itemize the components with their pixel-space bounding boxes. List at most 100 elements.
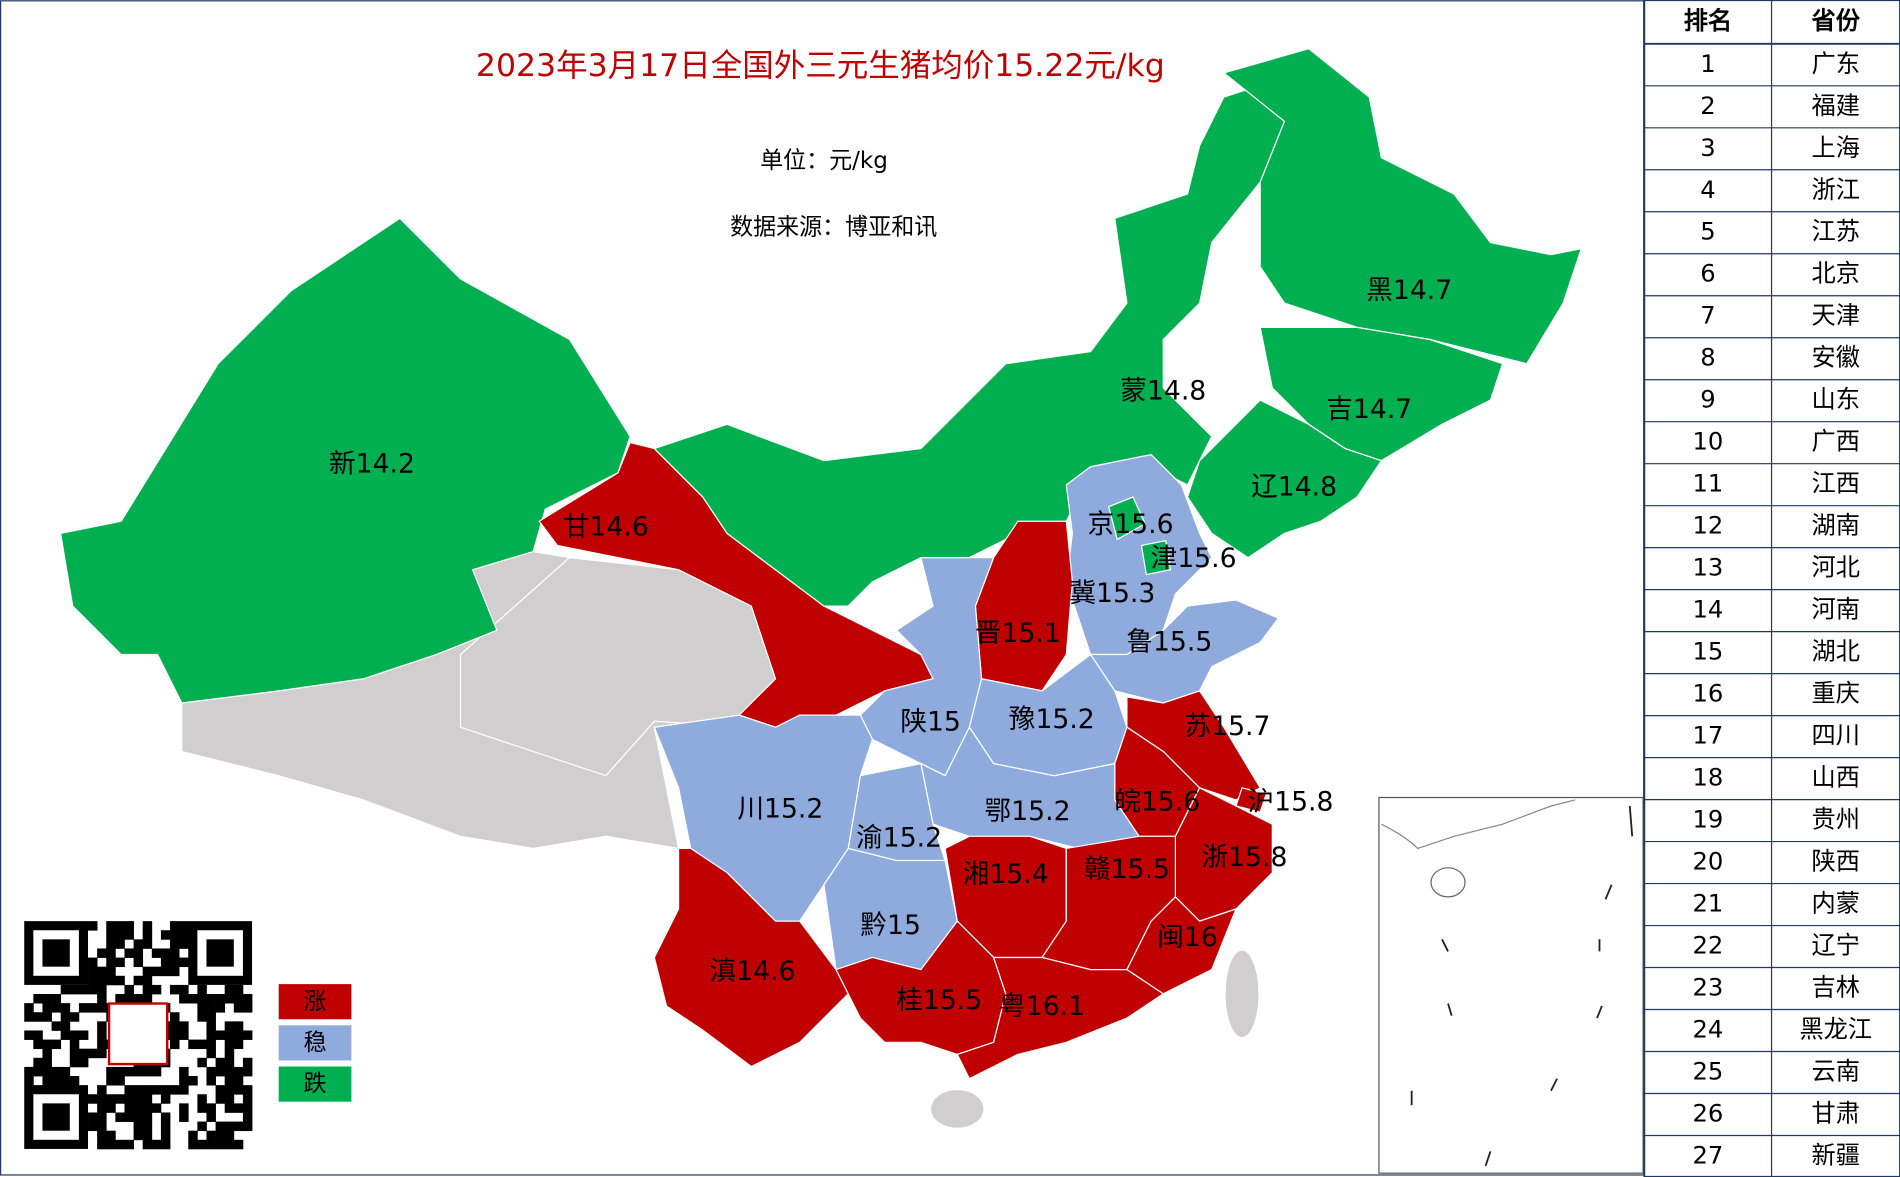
table-cell: 4: [1700, 176, 1715, 204]
table-cell: 3: [1700, 134, 1715, 162]
qr-cell: [78, 1048, 89, 1059]
table-cell: 河南: [1812, 596, 1860, 624]
qr-cell: [115, 1076, 125, 1086]
table-cell: 江苏: [1812, 218, 1860, 246]
table-cell: 广东: [1812, 50, 1860, 78]
qr-cell: [170, 1012, 180, 1022]
table-cell: 浙江: [1812, 176, 1860, 204]
province-label: 津15.6: [1151, 542, 1237, 573]
province-name: 豫: [1009, 703, 1036, 734]
province-label: 甘14.6: [563, 511, 649, 542]
qr-cell: [233, 1085, 244, 1095]
qr-cell: [106, 930, 116, 940]
qr-cell: [142, 1103, 153, 1113]
inset-boundary: [1410, 805, 1634, 1167]
qr-cell: [124, 930, 134, 940]
province-name: 浙: [1201, 842, 1228, 873]
qr-cell: [151, 1103, 162, 1113]
qr-cell: [124, 921, 134, 931]
qr-cell: [106, 957, 116, 968]
province-value: 15: [927, 706, 961, 737]
qr-cell: [179, 1076, 189, 1086]
qr-cell: [233, 1030, 244, 1040]
qr-cell: [97, 1130, 107, 1141]
table-cell: 11: [1693, 470, 1724, 498]
qr-cell: [97, 1139, 107, 1150]
qr-cell: [124, 1103, 134, 1113]
province-value: 15.4: [989, 859, 1048, 890]
qr-cell: [124, 948, 134, 958]
qr-cell: [97, 984, 107, 995]
qr-cell: [24, 1012, 34, 1022]
qr-cell: [106, 1076, 116, 1086]
province-name: 新: [329, 448, 356, 479]
table-header: 省份: [1811, 7, 1861, 35]
qr-logo: [107, 1002, 169, 1066]
qr-cell: [88, 966, 98, 977]
qr-cell: [133, 1094, 144, 1104]
qr-cell: [233, 1039, 244, 1050]
province-label: 晋15.1: [975, 617, 1061, 648]
qr-cell: [151, 1085, 162, 1095]
qr-cell: [33, 1039, 43, 1050]
qr-cell: [106, 948, 116, 958]
qr-cell: [60, 1021, 71, 1031]
qr-cell: [233, 1003, 244, 1013]
qr-cell: [60, 1012, 71, 1022]
qr-cell: [170, 984, 180, 995]
province-name: 苏: [1184, 711, 1211, 742]
province-label: 吉14.7: [1326, 393, 1412, 424]
qr-cell: [115, 994, 125, 1004]
table-cell: 新疆: [1812, 1141, 1860, 1169]
province-label: 闽16: [1157, 922, 1218, 953]
table-cell: 上海: [1812, 134, 1860, 162]
qr-cell: [224, 1021, 235, 1031]
province-name: 粤: [999, 991, 1026, 1022]
province: [1235, 787, 1268, 813]
qr-cell: [179, 921, 189, 931]
qr-cell: [115, 957, 125, 968]
table-cell: 四川: [1812, 722, 1860, 750]
province-value: 15.5: [1111, 854, 1170, 885]
qr-cell: [115, 921, 125, 931]
qr-cell: [206, 1003, 216, 1013]
province-value: 16.1: [1026, 991, 1085, 1022]
qr-cell: [97, 1085, 107, 1095]
qr-cell: [224, 1057, 235, 1068]
province-name: 闽: [1157, 922, 1184, 953]
qr-cell: [179, 1085, 189, 1095]
qr-cell: [160, 930, 171, 940]
no-data-regions: [181, 550, 1260, 1129]
province-value: 15.6: [1177, 542, 1236, 573]
province-name: 黔: [860, 909, 887, 940]
qr-cell: [69, 1057, 80, 1068]
qr-cell: [233, 1021, 244, 1031]
inset-island: [1430, 867, 1466, 898]
table-cell: 福建: [1812, 92, 1860, 120]
qr-cell: [242, 1085, 253, 1095]
qr-cell: [206, 1139, 216, 1150]
qr-cell: [179, 957, 189, 968]
province-name: 陕: [900, 706, 927, 737]
table-cell: 湖北: [1812, 638, 1860, 666]
qr-cell: [133, 1112, 144, 1122]
qr-cell: [233, 994, 244, 1004]
qr-cell: [51, 1021, 62, 1031]
qr-cell: [115, 1139, 125, 1150]
qr-cell: [69, 984, 80, 995]
qr-cell: [179, 994, 189, 1004]
qr-cell: [42, 1039, 52, 1050]
province: [1186, 399, 1383, 559]
qr-cell: [60, 984, 71, 995]
qr-cell: [170, 948, 180, 958]
province-label: 蒙14.8: [1120, 375, 1206, 406]
province-label: 冀15.3: [1069, 577, 1155, 608]
qr-cell: [170, 1021, 180, 1031]
table-cell: 1: [1700, 50, 1715, 78]
qr-cell: [215, 1066, 226, 1077]
qr-cell: [60, 1003, 71, 1013]
qr-finder: [188, 921, 253, 985]
qr-cell: [224, 1085, 235, 1095]
province: [1259, 326, 1504, 462]
qr-cell: [151, 1139, 162, 1150]
